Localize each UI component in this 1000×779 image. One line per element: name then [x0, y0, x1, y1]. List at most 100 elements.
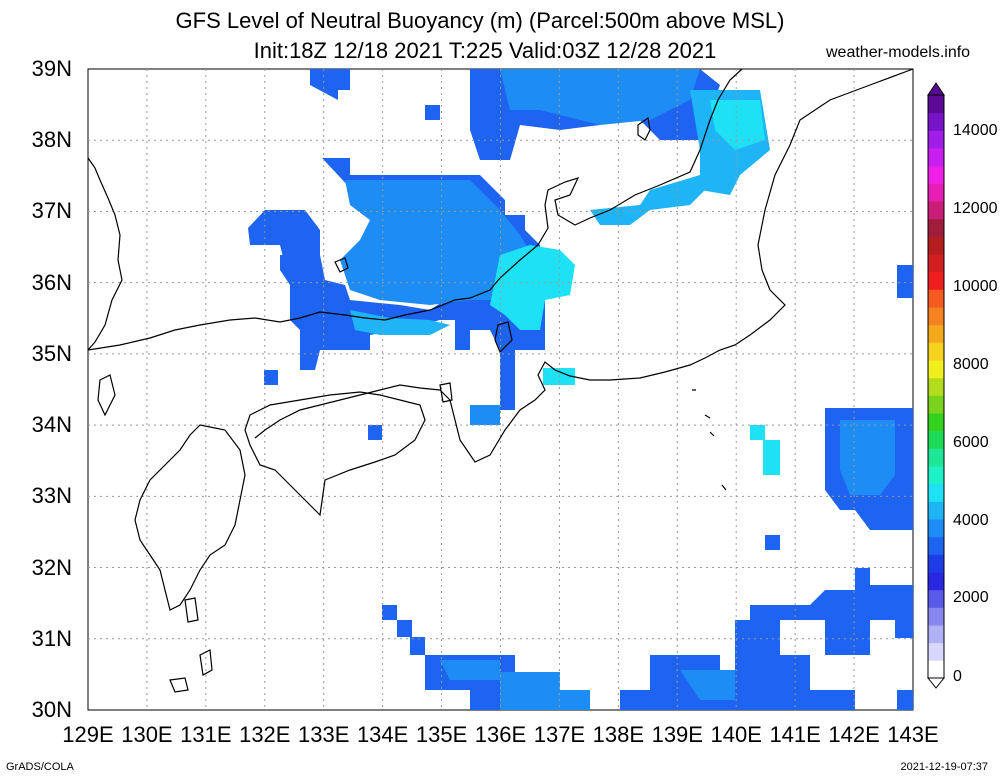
shikoku-coast	[244, 391, 426, 517]
colorbar-segment	[928, 572, 944, 591]
colorbar	[926, 82, 946, 689]
lat-label: 39N	[31, 56, 72, 81]
colorbar-segment	[928, 501, 944, 520]
colorbar-label: 6000	[953, 434, 989, 451]
colorbar-segment	[928, 642, 944, 661]
colorbar-segment	[928, 519, 944, 538]
map-title: GFS Level of Neutral Buoyancy (m) (Parce…	[175, 8, 785, 33]
buoyancy-area	[500, 672, 590, 710]
tsushima	[97, 374, 116, 417]
colorbar-segment	[928, 466, 944, 485]
colorbar-segment	[928, 430, 944, 449]
buoyancy-area	[382, 605, 397, 620]
lon-label: 133E	[298, 722, 350, 747]
lon-label: 132E	[239, 722, 291, 747]
colorbar-segment	[928, 483, 944, 502]
lon-label: 140E	[710, 722, 762, 747]
map-subtitle: Init:18Z 12/18 2021 T:225 Valid:03Z 12/2…	[253, 38, 717, 63]
buoyancy-area	[440, 660, 500, 680]
colorbar-segment	[928, 130, 944, 149]
colorbar-segment	[928, 589, 944, 608]
colorbar-segment	[928, 289, 944, 308]
buoyancy-area	[397, 620, 412, 637]
colorbar-segment	[928, 625, 944, 644]
buoyancy-fill-layer	[248, 69, 913, 710]
lat-label: 31N	[31, 625, 72, 651]
colorbar-top-arrow	[927, 82, 945, 96]
buoyancy-area	[350, 310, 450, 335]
lon-label: 130E	[121, 722, 173, 747]
buoyancy-area	[310, 69, 350, 100]
buoyancy-area	[500, 69, 700, 125]
lon-label: 142E	[828, 722, 880, 747]
colorbar-segment	[928, 360, 944, 379]
colorbar-bottom-arrow	[926, 677, 946, 689]
colorbar-segment	[928, 448, 944, 467]
buoyancy-area	[425, 105, 440, 120]
lat-label: 33N	[31, 483, 72, 509]
colorbar-segment	[928, 324, 944, 343]
buoyancy-area	[765, 535, 780, 550]
lon-label: 141E	[769, 722, 821, 747]
colorbar-segment	[928, 660, 944, 679]
biwa-lake	[494, 321, 513, 354]
colorbar-segment	[928, 201, 944, 220]
colorbar-segment	[928, 554, 944, 573]
colorbar-segment	[928, 307, 944, 326]
lon-label: 135E	[415, 722, 468, 747]
lon-label: 143E	[887, 722, 939, 747]
buoyancy-area	[368, 425, 382, 440]
colorbar-segment	[928, 342, 944, 361]
colorbar-segment	[928, 95, 944, 114]
lon-label: 134E	[356, 722, 409, 747]
buoyancy-area	[763, 440, 780, 475]
colorbar-segment	[928, 236, 944, 255]
lon-label: 129E	[62, 722, 114, 747]
honshu-sea-coast	[87, 68, 743, 351]
colorbar-segment	[928, 413, 944, 432]
buoyancy-area	[500, 340, 515, 410]
buoyancy-area	[410, 637, 425, 655]
lat-label: 38N	[31, 127, 72, 153]
kyushu-coast	[134, 424, 246, 611]
buoyancy-area	[470, 405, 500, 425]
footer-timestamp: 2021-12-19-07:37	[900, 761, 988, 773]
lat-label: 30N	[31, 697, 72, 722]
colorbar-label: 2000	[953, 589, 989, 606]
lat-label: 35N	[31, 340, 72, 366]
colorbar-frame	[927, 94, 945, 679]
clear-area	[782, 620, 810, 652]
izu-islands	[692, 389, 727, 491]
honshu-pacific-coast	[254, 68, 914, 463]
buoyancy-area	[840, 420, 895, 495]
buoyancy-area	[897, 690, 913, 710]
yakushima	[169, 677, 189, 693]
lat-label: 32N	[31, 554, 72, 580]
buoyancy-area	[264, 370, 278, 385]
oki-island	[334, 257, 349, 273]
colorbar-segment	[928, 377, 944, 396]
colorbar-segment	[928, 254, 944, 273]
colorbar-label: 0	[953, 668, 962, 685]
buoyancy-area	[248, 210, 320, 265]
colorbar-segment	[928, 183, 944, 202]
lat-label: 34N	[31, 412, 72, 438]
footer-credit: GrADS/COLA	[6, 761, 74, 773]
buoyancy-area	[750, 425, 765, 440]
lon-label: 136E	[474, 722, 527, 747]
lon-label: 138E	[592, 722, 645, 747]
colorbar-segment	[928, 395, 944, 414]
colorbar-segment	[928, 271, 944, 290]
lon-label: 131E	[180, 722, 232, 747]
site-label[interactable]: weather-models.info	[826, 44, 971, 61]
awaji	[439, 382, 453, 403]
amami	[199, 649, 213, 676]
clear-area	[825, 675, 855, 690]
buoyancy-area	[897, 265, 913, 298]
colorbar-label: 10000	[953, 278, 998, 295]
tanegashima	[184, 597, 199, 623]
buoyancy-area	[825, 690, 855, 710]
colorbar-label: 4000	[953, 512, 989, 529]
buoyancy-area	[680, 670, 735, 700]
